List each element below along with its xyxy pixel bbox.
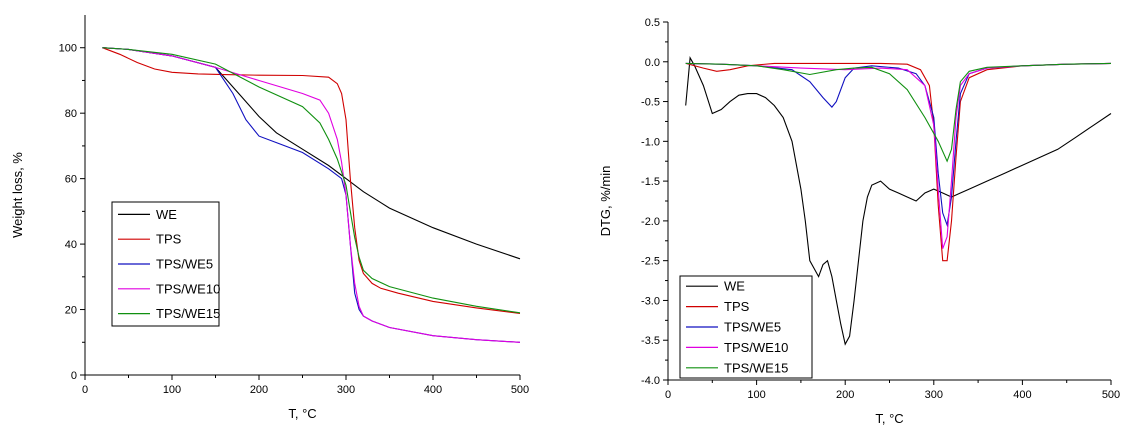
y-tick-label: 40 (65, 239, 77, 251)
legend: WE TPS TPS/WE5 TPS/WE10 TPS/WE15 (111, 201, 220, 327)
legend-label: TPS/WE15 (156, 306, 220, 321)
x-tick-label: 100 (747, 389, 765, 401)
x-tick-label: 0 (82, 384, 88, 396)
y-tick-label: -3.5 (641, 335, 660, 347)
legend-label: TPS/WE10 (724, 340, 788, 355)
y-tick-label: -4.0 (641, 375, 660, 387)
legend: WE TPS TPS/WE5 TPS/WE10 TPS/WE15 (679, 275, 813, 379)
x-tick-label: 400 (1013, 389, 1031, 401)
x-tick-label: 500 (1102, 389, 1120, 401)
series-line-tps-we15 (102, 47, 521, 314)
y-tick-label: -1.0 (641, 136, 660, 148)
y-tick-label: -0.5 (641, 97, 660, 109)
series-line-tps-we5 (685, 62, 1112, 228)
y-tick-label: -2.5 (641, 256, 660, 268)
legend-label: TPS/WE5 (156, 257, 213, 272)
x-axis-label: T, °C (288, 406, 316, 421)
series-line-tps-we15 (685, 62, 1112, 163)
series-line-tps (685, 62, 1112, 262)
series-line-we (685, 55, 1112, 346)
dtg-chart: 0 100 200 300 400 500 -4.0 -3.5 -3.0 -2.5 -2.0 -1.5… (598, 17, 1120, 426)
legend-label: WE (724, 279, 745, 294)
y-tick-label: 80 (65, 108, 77, 120)
y-tick-label: -1.5 (641, 176, 660, 188)
x-tick-label: 100 (163, 384, 181, 396)
y-tick-label: -2.0 (641, 216, 660, 228)
x-tick-label: 0 (665, 389, 671, 401)
series-line-tps-we10 (685, 62, 1112, 249)
y-tick-label: 0.5 (645, 17, 660, 29)
legend-label: TPS/WE5 (724, 320, 781, 335)
y-axis-label: DTG, %/min (598, 166, 613, 237)
series-line-tps (102, 47, 521, 315)
y-tick-label: 0.0 (645, 57, 660, 69)
y-tick-label: -3.0 (641, 295, 660, 307)
x-tick-label: 200 (836, 389, 854, 401)
x-tick-label: 400 (424, 384, 442, 396)
x-tick-label: 200 (250, 384, 268, 396)
x-tick-label: 300 (925, 389, 943, 401)
x-tick-label: 500 (511, 384, 529, 396)
legend-label: TPS/WE10 (156, 281, 220, 296)
legend-label: TPS (156, 232, 182, 247)
y-tick-label: 0 (71, 370, 77, 382)
y-tick-label: 20 (65, 305, 77, 317)
y-tick-label: 60 (65, 174, 77, 186)
y-axis-label: Weight loss, % (10, 152, 25, 238)
legend-label: TPS/WE15 (724, 360, 788, 375)
y-tick-label: 100 (59, 43, 77, 55)
x-tick-label: 300 (337, 384, 355, 396)
weight-loss-chart: 0 100 200 300 400 500 0 20 40 60 80 100 T, °C Weight … (10, 15, 529, 421)
legend-label: TPS (724, 299, 750, 314)
x-axis-label: T, °C (875, 411, 903, 426)
legend-label: WE (156, 207, 177, 222)
